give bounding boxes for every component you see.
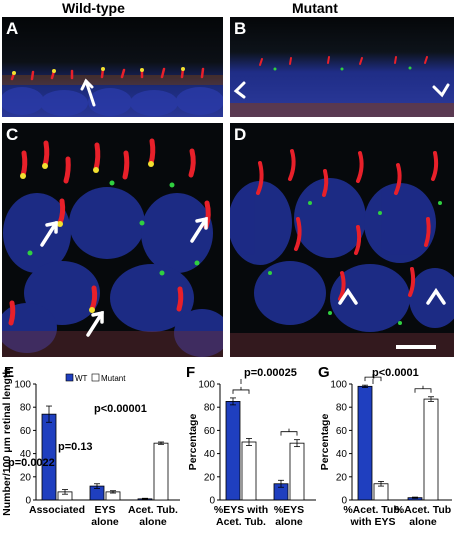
y-tick-label: 80 xyxy=(204,403,216,414)
p-value-annotation: p=0.13 xyxy=(58,441,93,453)
p-value-annotation: p=0.0022 xyxy=(8,457,55,469)
category-label: %EYS with Acet. Tub. xyxy=(214,504,268,528)
bar xyxy=(153,442,169,501)
bar xyxy=(357,385,373,501)
category-label: Acet. Tub. alone xyxy=(128,504,178,528)
panel-label-b: B xyxy=(234,19,247,38)
category-label: %Acet. Tub alone xyxy=(395,504,451,528)
category-label-line: alone xyxy=(275,516,303,528)
micrograph-a-image xyxy=(2,17,223,117)
y-tick-label: 60 xyxy=(20,426,32,437)
micrograph-panel-d: D xyxy=(230,123,454,357)
micrograph-panel-a: A xyxy=(2,17,223,117)
category-label-line: EYS xyxy=(94,504,115,516)
category-label: Associated xyxy=(29,504,85,516)
y-tick-label: 60 xyxy=(204,426,216,437)
y-tick-label: 20 xyxy=(204,472,216,483)
category-label-line: Acet. Tub. xyxy=(216,516,266,528)
category-label: %Acet. Tub. with EYS xyxy=(343,504,402,528)
category-label-line: %Acet. Tub xyxy=(395,504,451,516)
p-value-annotation: p<0.00001 xyxy=(94,403,147,415)
arrowhead-icon xyxy=(338,287,446,305)
panel-label-f: F xyxy=(186,364,196,381)
micrograph-b-image xyxy=(230,17,454,117)
y-tick-label: 80 xyxy=(20,403,32,414)
panel-label-a: A xyxy=(6,19,19,38)
bar xyxy=(423,398,439,501)
category-label-line: %EYS with xyxy=(214,504,268,516)
category-label-line: alone xyxy=(139,516,167,528)
y-tick-label: 100 xyxy=(330,380,347,391)
y-tick-label: 40 xyxy=(336,449,348,460)
category-label-line: %Acet. Tub. xyxy=(343,504,402,516)
panel-label-e: E xyxy=(4,364,15,381)
category-label: %EYS alone xyxy=(274,504,304,528)
arrow-icon xyxy=(80,78,96,107)
bar xyxy=(225,401,241,501)
bar xyxy=(241,441,257,501)
category-label-line: alone xyxy=(91,516,119,528)
mutant-title: Mutant xyxy=(292,0,338,16)
arrowhead-icon xyxy=(233,81,450,99)
y-axis-label: Percentage xyxy=(187,414,199,471)
significance-bracket xyxy=(232,386,250,394)
category-label-line: alone xyxy=(409,516,437,528)
y-axis-label: Number/100 μm retinal length xyxy=(1,368,13,516)
category-label-line: Acet. Tub. xyxy=(128,504,178,516)
arrow-icon xyxy=(40,216,208,337)
significance-bracket xyxy=(280,428,298,436)
y-axis-label: Percentage xyxy=(319,414,331,471)
legend-label-wt: WT xyxy=(75,374,88,383)
chart-f: 0 20 40 60 80 100 Percentage %EYS with Acet. Tub… xyxy=(187,367,316,528)
y-tick-label: 100 xyxy=(198,380,215,391)
panel-label-c: C xyxy=(6,125,19,144)
category-label-line: with EYS xyxy=(350,516,396,528)
p-value-annotation: p<0.0001 xyxy=(372,367,419,379)
micrograph-d-image xyxy=(230,123,454,357)
micrograph-c-image xyxy=(2,123,223,357)
y-tick-label: 0 xyxy=(25,496,31,507)
category-label-line: %EYS xyxy=(274,504,304,516)
micrograph-panel-b: B xyxy=(230,17,454,117)
category-label: EYS alone xyxy=(91,504,119,528)
category-label-line: Associated xyxy=(29,504,85,516)
y-tick-label: 0 xyxy=(341,496,347,507)
legend-swatch-wt xyxy=(65,373,74,382)
y-tick-label: 40 xyxy=(204,449,216,460)
legend-label-mutant: Mutant xyxy=(101,374,126,383)
y-tick-label: 20 xyxy=(20,472,32,483)
wild-type-title: Wild-type xyxy=(62,0,125,16)
panel-label-g: G xyxy=(318,364,330,381)
y-tick-label: 60 xyxy=(336,426,348,437)
panel-label-d: D xyxy=(234,125,247,144)
y-tick-label: 80 xyxy=(336,403,348,414)
y-tick-label: 20 xyxy=(336,472,348,483)
micrograph-panel-c: C xyxy=(2,123,223,357)
p-value-annotation: p=0.00025 xyxy=(244,367,297,379)
y-tick-label: 40 xyxy=(20,449,32,460)
chart-g: 0 20 40 60 80 100 Percentage %Acet. Tub. with EY… xyxy=(319,367,452,528)
significance-bracket xyxy=(414,385,432,393)
y-tick-label: 100 xyxy=(14,380,31,391)
legend-swatch-mutant xyxy=(91,373,100,382)
y-tick-label: 0 xyxy=(209,496,215,507)
significance-bracket xyxy=(364,374,382,382)
bar xyxy=(289,442,305,501)
